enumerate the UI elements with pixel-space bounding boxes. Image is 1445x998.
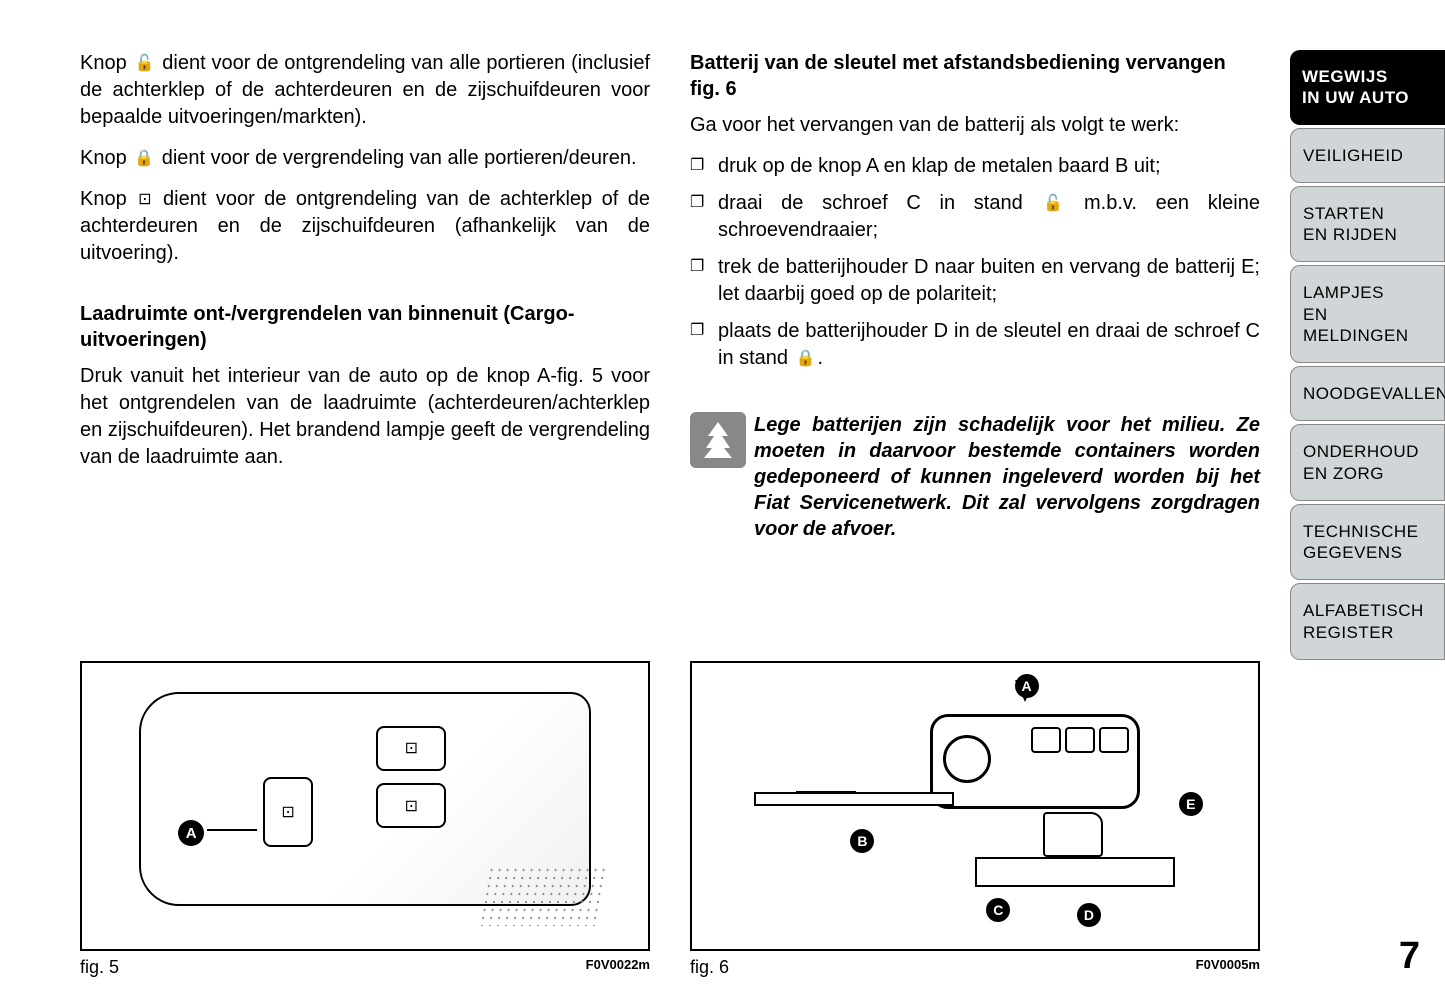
paragraph: Knop 🔓 dient voor de ontgrendeling van a… <box>80 50 650 131</box>
instruction-list: druk op de knop A en klap de metalen baa… <box>690 153 1260 382</box>
fig6-logo <box>943 735 991 783</box>
page-number: 7 <box>1399 935 1420 978</box>
fig-number: fig. 6 <box>690 957 729 978</box>
tab-technische[interactable]: TECHNISCHEGEGEVENS <box>1290 504 1445 581</box>
unlock-icon: 🔓 <box>135 53 155 75</box>
fig6-key-buttons <box>1031 727 1129 753</box>
environmental-callout: Lege batterijen zijn schadelijk voor het… <box>690 412 1260 542</box>
tab-noodgevallen[interactable]: NOODGEVALLEN <box>1290 366 1445 421</box>
fig6-label-a: A <box>1015 674 1039 698</box>
fig6-key-blade <box>754 792 954 806</box>
section-heading: Laadruimte ont-/vergrendelen van binnenu… <box>80 301 650 353</box>
text: . <box>818 347 824 369</box>
paragraph: Knop ⊡ dient voor de ontgrendeling van d… <box>80 186 650 267</box>
content-area: Knop 🔓 dient voor de ontgrendeling van a… <box>0 0 1290 998</box>
fig6-key-head <box>930 714 1140 809</box>
tab-label: ALFABETISCHREGISTER <box>1303 601 1424 641</box>
figure-6-caption: fig. 6 F0V0005m <box>690 957 1260 978</box>
tab-label: ONDERHOUDEN ZORG <box>1303 442 1419 482</box>
list-item: trek de batterijhouder D naar buiten en … <box>690 254 1260 308</box>
text: dient voor de ontgrendeling van alle por… <box>80 52 650 128</box>
fig6-holder <box>975 857 1175 887</box>
text: draai de schroef C in stand <box>718 192 1041 214</box>
lock-icon: 🔒 <box>134 148 154 170</box>
fig6-label-e: E <box>1179 792 1203 816</box>
trunk-icon: ⊡ <box>138 189 151 211</box>
tab-label: WEGWIJSIN UW AUTO <box>1302 67 1409 107</box>
tab-wegwijs[interactable]: WEGWIJSIN UW AUTO <box>1290 50 1445 125</box>
fig5-button: ⊡ <box>263 777 313 847</box>
figure-6: A B C D E <box>690 661 1260 951</box>
tab-label: NOODGEVALLEN <box>1303 384 1445 403</box>
fig5-button: ⊡ <box>376 726 446 771</box>
fig5-texture <box>477 866 608 926</box>
text: Knop <box>80 52 133 74</box>
left-column: Knop 🔓 dient voor de ontgrendeling van a… <box>80 50 650 978</box>
tab-label: STARTENEN RIJDEN <box>1303 204 1397 244</box>
tab-label: TECHNISCHEGEGEVENS <box>1303 522 1419 562</box>
right-column: Batterij van de sleutel met afstandsbedi… <box>690 50 1260 978</box>
figure-5: ⊡ ⊡ ⊡ A <box>80 661 650 951</box>
tab-veiligheid[interactable]: VEILIGHEID <box>1290 128 1445 183</box>
text: dient voor de vergrendeling van alle por… <box>156 147 636 169</box>
list-item: draai de schroef C in stand 🔓 m.b.v. een… <box>690 190 1260 244</box>
list-item: plaats de batterijhouder D in de sleutel… <box>690 318 1260 372</box>
tab-starten[interactable]: STARTENEN RIJDEN <box>1290 186 1445 263</box>
text: Knop <box>80 188 136 210</box>
fig-code: F0V0022m <box>586 957 650 978</box>
fig5-leader-line <box>207 829 257 831</box>
tree-icon <box>690 412 746 468</box>
tab-alfabetisch[interactable]: ALFABETISCHREGISTER <box>1290 583 1445 660</box>
paragraph: Druk vanuit het interieur van de auto op… <box>80 363 650 471</box>
fig5-button: ⊡ <box>376 783 446 828</box>
paragraph: Knop 🔒 dient voor de vergrendeling van a… <box>80 145 650 172</box>
fig6-label-d: D <box>1077 903 1101 927</box>
unlock-icon: 🔓 <box>1043 193 1063 215</box>
tab-label: VEILIGHEID <box>1303 146 1403 165</box>
fig6-label-b: B <box>850 829 874 853</box>
sidebar-tabs: WEGWIJSIN UW AUTO VEILIGHEID STARTENEN R… <box>1290 0 1445 998</box>
paragraph: Ga voor het vervangen van de batterij al… <box>690 112 1260 139</box>
lock-icon: 🔒 <box>796 348 816 370</box>
text: dient voor de ontgrendeling van de achte… <box>80 188 650 264</box>
figure-5-wrap: ⊡ ⊡ ⊡ A fig. 5 F0V0022m <box>80 641 650 978</box>
fig-number: fig. 5 <box>80 957 119 978</box>
tab-lampjes[interactable]: LAMPJESEN MELDINGEN <box>1290 265 1445 363</box>
section-heading: Batterij van de sleutel met afstandsbedi… <box>690 50 1260 102</box>
tab-label: LAMPJESEN MELDINGEN <box>1303 283 1409 345</box>
figure-6-wrap: A B C D E fig. 6 F0V0005m <box>690 641 1260 978</box>
fig6-battery <box>1043 812 1103 857</box>
fig-code: F0V0005m <box>1196 957 1260 978</box>
tab-onderhoud[interactable]: ONDERHOUDEN ZORG <box>1290 424 1445 501</box>
text: Knop <box>80 147 132 169</box>
list-item: druk op de knop A en klap de metalen baa… <box>690 153 1260 180</box>
figure-5-caption: fig. 5 F0V0022m <box>80 957 650 978</box>
page: Knop 🔓 dient voor de ontgrendeling van a… <box>0 0 1445 998</box>
callout-text: Lege batterijen zijn schadelijk voor het… <box>754 412 1260 542</box>
fig6-label-c: C <box>986 898 1010 922</box>
